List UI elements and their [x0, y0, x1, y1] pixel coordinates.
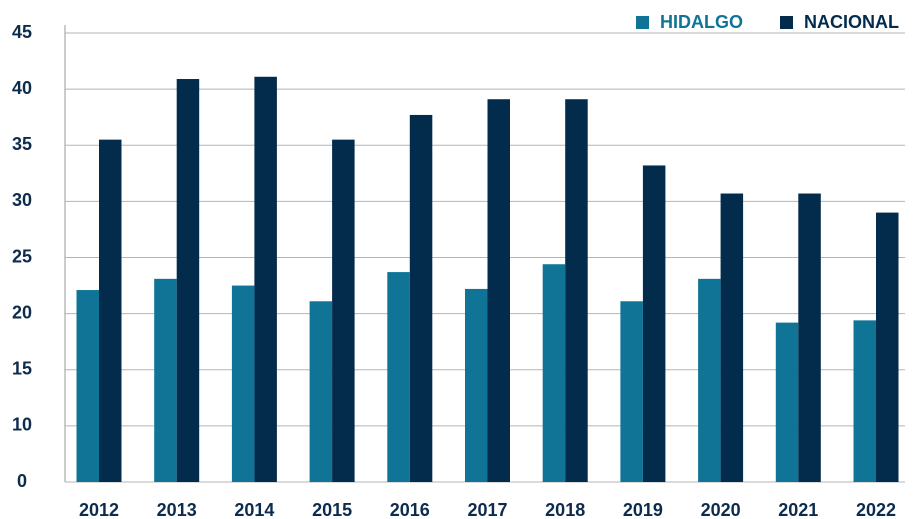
bar — [231, 285, 255, 482]
y-tick-label: 25 — [12, 246, 32, 266]
y-tick-label: 10 — [12, 415, 32, 435]
x-tick-label: 2019 — [623, 500, 663, 519]
bar — [876, 212, 899, 482]
bar — [620, 301, 643, 482]
y-tick-label: 15 — [12, 359, 32, 379]
x-tick-label: 2012 — [79, 500, 119, 519]
bar — [409, 114, 433, 482]
legend-label: HIDALGO — [660, 12, 743, 32]
bar — [698, 278, 721, 482]
bar — [853, 320, 876, 482]
bar — [309, 301, 333, 482]
bar — [332, 139, 355, 482]
y-tick-label: 35 — [12, 134, 32, 154]
bar — [76, 290, 99, 482]
bar — [642, 165, 666, 482]
y-tick-label: 20 — [12, 302, 32, 322]
bar — [798, 193, 821, 482]
bar — [542, 264, 566, 482]
x-tick-label: 2022 — [856, 500, 896, 519]
x-tick-label: 2018 — [545, 500, 585, 519]
x-tick-label: 2015 — [312, 500, 352, 519]
bar — [487, 99, 510, 482]
legend-swatch — [780, 16, 793, 29]
legend-label: NACIONAL — [804, 12, 899, 32]
bar — [99, 139, 122, 482]
bar — [154, 278, 177, 482]
bar — [176, 79, 200, 483]
y-tick-label: 45 — [12, 22, 32, 42]
y-tick-label: 0 — [17, 471, 27, 491]
x-tick-label: 2021 — [778, 500, 818, 519]
legend-swatch — [636, 16, 649, 29]
bar — [387, 272, 410, 482]
bar — [254, 76, 277, 482]
bar — [720, 193, 744, 482]
bar — [565, 99, 588, 482]
y-tick-label: 30 — [12, 190, 32, 210]
bar — [775, 322, 799, 482]
bar — [465, 288, 488, 482]
x-tick-label: 2016 — [390, 500, 430, 519]
x-tick-label: 2017 — [467, 500, 507, 519]
y-tick-label: 40 — [12, 78, 32, 98]
x-tick-label: 2014 — [234, 500, 274, 519]
x-tick-label: 2020 — [701, 500, 741, 519]
x-tick-label: 2013 — [157, 500, 197, 519]
